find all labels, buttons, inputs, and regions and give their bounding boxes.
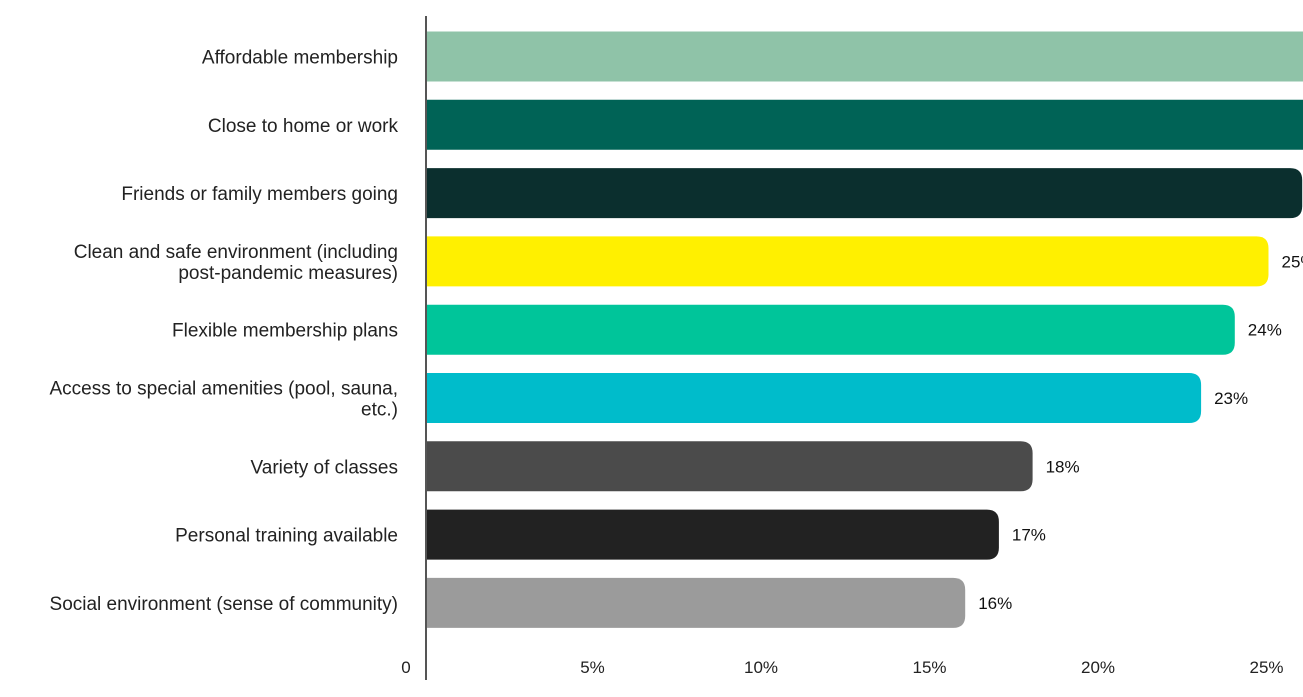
bar bbox=[426, 373, 1202, 423]
x-tick-label: 25% bbox=[1249, 658, 1283, 677]
category-label-line: Affordable membership bbox=[202, 48, 398, 69]
category-label: Personal training available bbox=[175, 526, 398, 547]
category-label-line: Close to home or work bbox=[208, 116, 399, 137]
category-label: Affordable membership bbox=[202, 48, 398, 69]
bar bbox=[426, 99, 1303, 150]
value-labels-group: 47%43%26%25%24%23%18%17%16% bbox=[978, 252, 1303, 613]
bar bbox=[426, 31, 1303, 82]
x-tick-label: 10% bbox=[744, 658, 778, 677]
category-label: Friends or family members going bbox=[121, 184, 398, 205]
value-label: 25% bbox=[1282, 252, 1303, 271]
category-label: Variety of classes bbox=[251, 457, 398, 478]
category-label-line: Access to special amenities (pool, sauna… bbox=[49, 379, 398, 400]
x-tick-label: 5% bbox=[580, 658, 605, 677]
bars-group bbox=[426, 31, 1303, 628]
bar bbox=[426, 236, 1269, 287]
x-tick-label: 20% bbox=[1081, 658, 1115, 677]
bar bbox=[426, 304, 1235, 355]
category-label: Close to home or work bbox=[208, 116, 399, 137]
category-labels-group: Affordable membership Close to home or wo… bbox=[49, 48, 398, 615]
value-label: 18% bbox=[1046, 457, 1080, 476]
bar bbox=[426, 509, 999, 560]
value-label: 16% bbox=[978, 594, 1012, 613]
category-label-line: Clean and safe environment (including bbox=[74, 242, 398, 263]
category-label: Flexible membership plans bbox=[172, 321, 398, 342]
value-label: 17% bbox=[1012, 526, 1046, 545]
category-label-line: post-pandemic measures) bbox=[178, 263, 398, 284]
value-label: 24% bbox=[1248, 321, 1282, 340]
category-label-line: Flexible membership plans bbox=[172, 321, 398, 342]
value-label: 23% bbox=[1214, 389, 1248, 408]
category-label-line: etc.) bbox=[361, 400, 398, 421]
x-tick-labels-group: 05%10%15%20%25%30%35%40%45%50% bbox=[401, 658, 1283, 677]
category-label-line: Friends or family members going bbox=[121, 184, 398, 205]
bar bbox=[426, 168, 1303, 219]
category-label-line: Social environment (sense of community) bbox=[50, 594, 398, 615]
x-tick-label: 0 bbox=[401, 658, 410, 677]
category-label: Social environment (sense of community) bbox=[50, 594, 398, 615]
category-label-line: Variety of classes bbox=[251, 457, 398, 478]
bar bbox=[426, 441, 1033, 492]
category-label: Access to special amenities (pool, sauna… bbox=[49, 379, 398, 421]
bar bbox=[426, 577, 966, 628]
x-tick-label: 15% bbox=[912, 658, 946, 677]
category-label-line: Personal training available bbox=[175, 526, 398, 547]
category-label: Clean and safe environment (including pos… bbox=[74, 242, 398, 284]
